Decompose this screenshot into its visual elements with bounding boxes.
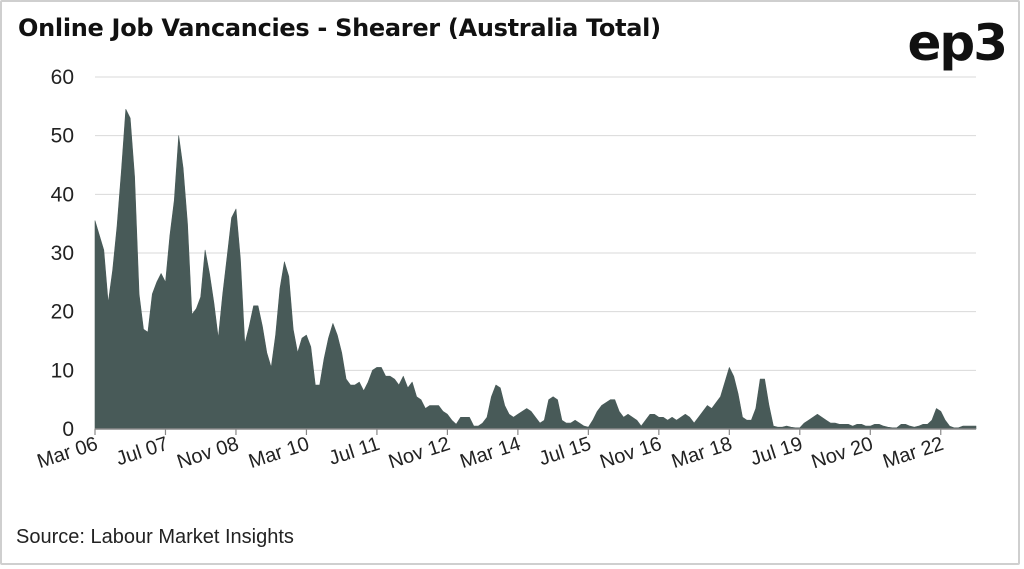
x-tick-label: Nov 08: [174, 433, 241, 474]
y-tick-label: 60: [51, 66, 74, 89]
y-tick-label: 10: [51, 359, 74, 382]
x-tick-label: Jul 15: [536, 433, 594, 470]
x-tick-label: Mar 14: [457, 433, 523, 473]
x-tick-label: Mar 22: [880, 433, 946, 473]
x-tick-label: Mar 18: [669, 433, 735, 473]
y-tick-label: 50: [51, 125, 74, 148]
y-tick-label: 30: [51, 242, 74, 265]
x-tick-label: Jul 11: [326, 433, 382, 470]
x-tick-label: Jul 19: [748, 433, 806, 470]
y-tick-label: 0: [62, 418, 74, 441]
series-area: [94, 109, 977, 430]
ep3-logo: ep3: [907, 14, 1008, 72]
plot-area: [94, 109, 977, 430]
x-tick-label: Jul 07: [113, 433, 171, 470]
x-axis-ticks: Mar 06 Jul 07 Nov 08 Mar 10 Jul 11 Nov 12 Mar …: [35, 429, 946, 474]
x-tick-label: Nov 16: [597, 433, 664, 474]
source-note: Source: Labour Market Insights: [16, 526, 294, 548]
x-tick-label: Mar 10: [246, 433, 312, 473]
x-tick-label: Nov 20: [809, 433, 876, 474]
y-axis-ticks: 0 10 20 30 40 50 60: [51, 66, 74, 441]
x-tick-label: Nov 12: [386, 433, 453, 474]
y-tick-label: 40: [51, 183, 74, 206]
y-tick-label: 20: [51, 301, 74, 324]
chart-title: Online Job Vancancies - Shearer (Austral…: [18, 14, 661, 42]
